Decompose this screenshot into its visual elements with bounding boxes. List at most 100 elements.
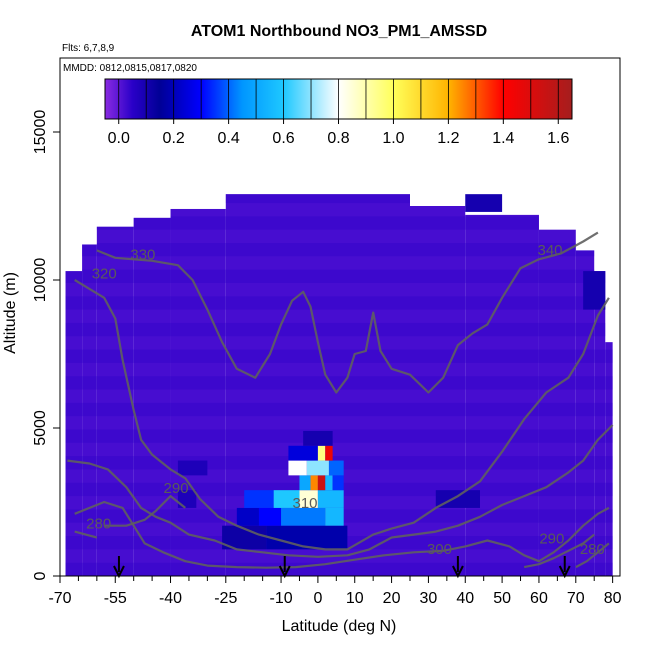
heatmap-column-9 bbox=[575, 250, 595, 576]
heatmap-band bbox=[465, 296, 539, 310]
heatmap-cell-16 bbox=[306, 460, 329, 476]
heatmap-cell-1 bbox=[266, 525, 348, 550]
heatmap-band bbox=[594, 349, 606, 363]
heatmap-band bbox=[82, 562, 97, 576]
heatmap-band bbox=[538, 456, 576, 470]
heatmap-band bbox=[225, 402, 410, 417]
heatmap-band bbox=[225, 243, 410, 257]
heatmap-band bbox=[170, 322, 226, 337]
heatmap-band bbox=[594, 562, 606, 576]
heatmap-band bbox=[170, 269, 226, 283]
heatmap-cell-7 bbox=[273, 490, 300, 508]
heatmap-band bbox=[96, 402, 134, 417]
contour-line-310 bbox=[67, 424, 614, 558]
heatmap-band bbox=[465, 402, 539, 417]
heatmap-band bbox=[225, 269, 410, 283]
heatmap-cell-2 bbox=[236, 507, 259, 526]
contour-label-300: 300 bbox=[427, 541, 452, 558]
x-axis-title: Latitude (deg N) bbox=[282, 618, 397, 635]
x-tick-label-12: 70 bbox=[567, 590, 585, 607]
colorbar-tick-label-6: 1.2 bbox=[437, 130, 459, 147]
heatmap-band bbox=[65, 429, 83, 443]
heatmap-band bbox=[465, 216, 539, 230]
y-tick-label-3: 15000 bbox=[32, 110, 49, 155]
axes: -70 -55 -40 -25 -10 0 10 20 30 40 50 60 70 80 0 5000 100… bbox=[32, 57, 622, 607]
heatmap-band bbox=[594, 456, 606, 470]
heatmap-band bbox=[170, 376, 226, 390]
heatmap-band bbox=[133, 322, 171, 337]
heatmap-band bbox=[410, 349, 466, 363]
heatmap-cell-21 bbox=[177, 460, 208, 476]
chart-title: ATOM1 Northbound NO3_PM1_AMSSD bbox=[191, 23, 487, 40]
heatmap-band bbox=[538, 482, 576, 497]
x-tick-label-11: 60 bbox=[530, 590, 548, 607]
heatmap-band bbox=[225, 562, 410, 576]
y-tick-label-2: 10000 bbox=[32, 258, 49, 303]
heatmap-band bbox=[538, 509, 576, 523]
heatmap-band bbox=[575, 250, 595, 257]
heatmap-band bbox=[575, 429, 595, 443]
heatmap-band bbox=[225, 322, 410, 337]
heatmap-band bbox=[82, 349, 97, 363]
colorbar-tick-label-0: 0.0 bbox=[108, 130, 130, 147]
heatmap-band bbox=[65, 402, 83, 417]
contour-label-280: 280 bbox=[86, 516, 111, 533]
colorbar-tick-label-2: 0.4 bbox=[217, 130, 239, 147]
heatmap-band bbox=[605, 429, 613, 443]
heatmap-band bbox=[133, 562, 171, 576]
heatmap-band bbox=[538, 402, 576, 417]
contour-label-340: 340 bbox=[537, 242, 562, 259]
heatmap-band bbox=[410, 402, 466, 417]
colorbar-tick-label-5: 1.0 bbox=[382, 130, 404, 147]
heatmap-band bbox=[538, 269, 576, 283]
heatmap-band bbox=[594, 509, 606, 523]
heatmap-band bbox=[538, 349, 576, 363]
heatmap-band bbox=[170, 429, 226, 443]
heatmap-band bbox=[96, 243, 134, 257]
heatmap-band bbox=[575, 322, 595, 337]
heatmap-band bbox=[82, 296, 97, 310]
heatmap-band bbox=[65, 482, 83, 497]
heatmap-band bbox=[594, 376, 606, 390]
heatmap-band bbox=[82, 244, 97, 257]
contour-line-280 bbox=[74, 530, 98, 539]
colorbar-tick-label-8: 1.6 bbox=[547, 130, 569, 147]
heatmap-band bbox=[594, 429, 606, 443]
heatmap-band bbox=[82, 509, 97, 523]
heatmap-band bbox=[538, 243, 576, 257]
contour-lines: 330 340 320 310 300 290 280 290 280 bbox=[67, 231, 614, 569]
heatmap-band bbox=[96, 376, 134, 390]
plot-frame bbox=[59, 57, 621, 577]
colorbar-tick-label-4: 0.8 bbox=[327, 130, 349, 147]
heatmap-cell-8 bbox=[299, 490, 318, 508]
heatmap-cell-4 bbox=[281, 507, 326, 526]
heatmap-band bbox=[538, 376, 576, 390]
heatmap-band bbox=[65, 296, 83, 310]
heatmap-band bbox=[96, 536, 134, 550]
heatmap-band bbox=[465, 243, 539, 257]
heatmap-band bbox=[133, 349, 171, 363]
heatmap-band bbox=[605, 402, 613, 417]
heatmap-band bbox=[410, 509, 466, 523]
flights-note: Flts: 6,7,8,9 bbox=[62, 43, 115, 54]
heatmap-band bbox=[465, 376, 539, 390]
heatmap-band bbox=[82, 536, 97, 550]
contour-label-320: 320 bbox=[92, 266, 117, 283]
heatmap-band bbox=[170, 216, 226, 230]
contour-label-280: 280 bbox=[580, 541, 605, 558]
contour-line-300 bbox=[74, 500, 610, 569]
heatmap-column-6 bbox=[410, 206, 466, 576]
contour-line-290 bbox=[523, 533, 595, 569]
x-tick-label-13: 80 bbox=[604, 590, 622, 607]
heatmap-band bbox=[133, 482, 171, 497]
heatmap-cell-10 bbox=[299, 475, 311, 491]
heatmap-band bbox=[170, 349, 226, 363]
heatmap-area bbox=[65, 194, 613, 577]
heatmap-band bbox=[605, 482, 613, 497]
heatmap-band bbox=[65, 376, 83, 390]
colorbar-tick-label-1: 0.2 bbox=[163, 130, 185, 147]
heatmap-band bbox=[575, 562, 595, 576]
heatmap-column-3 bbox=[133, 217, 171, 576]
heatmap-band bbox=[133, 402, 171, 417]
heatmap-band bbox=[133, 296, 171, 310]
